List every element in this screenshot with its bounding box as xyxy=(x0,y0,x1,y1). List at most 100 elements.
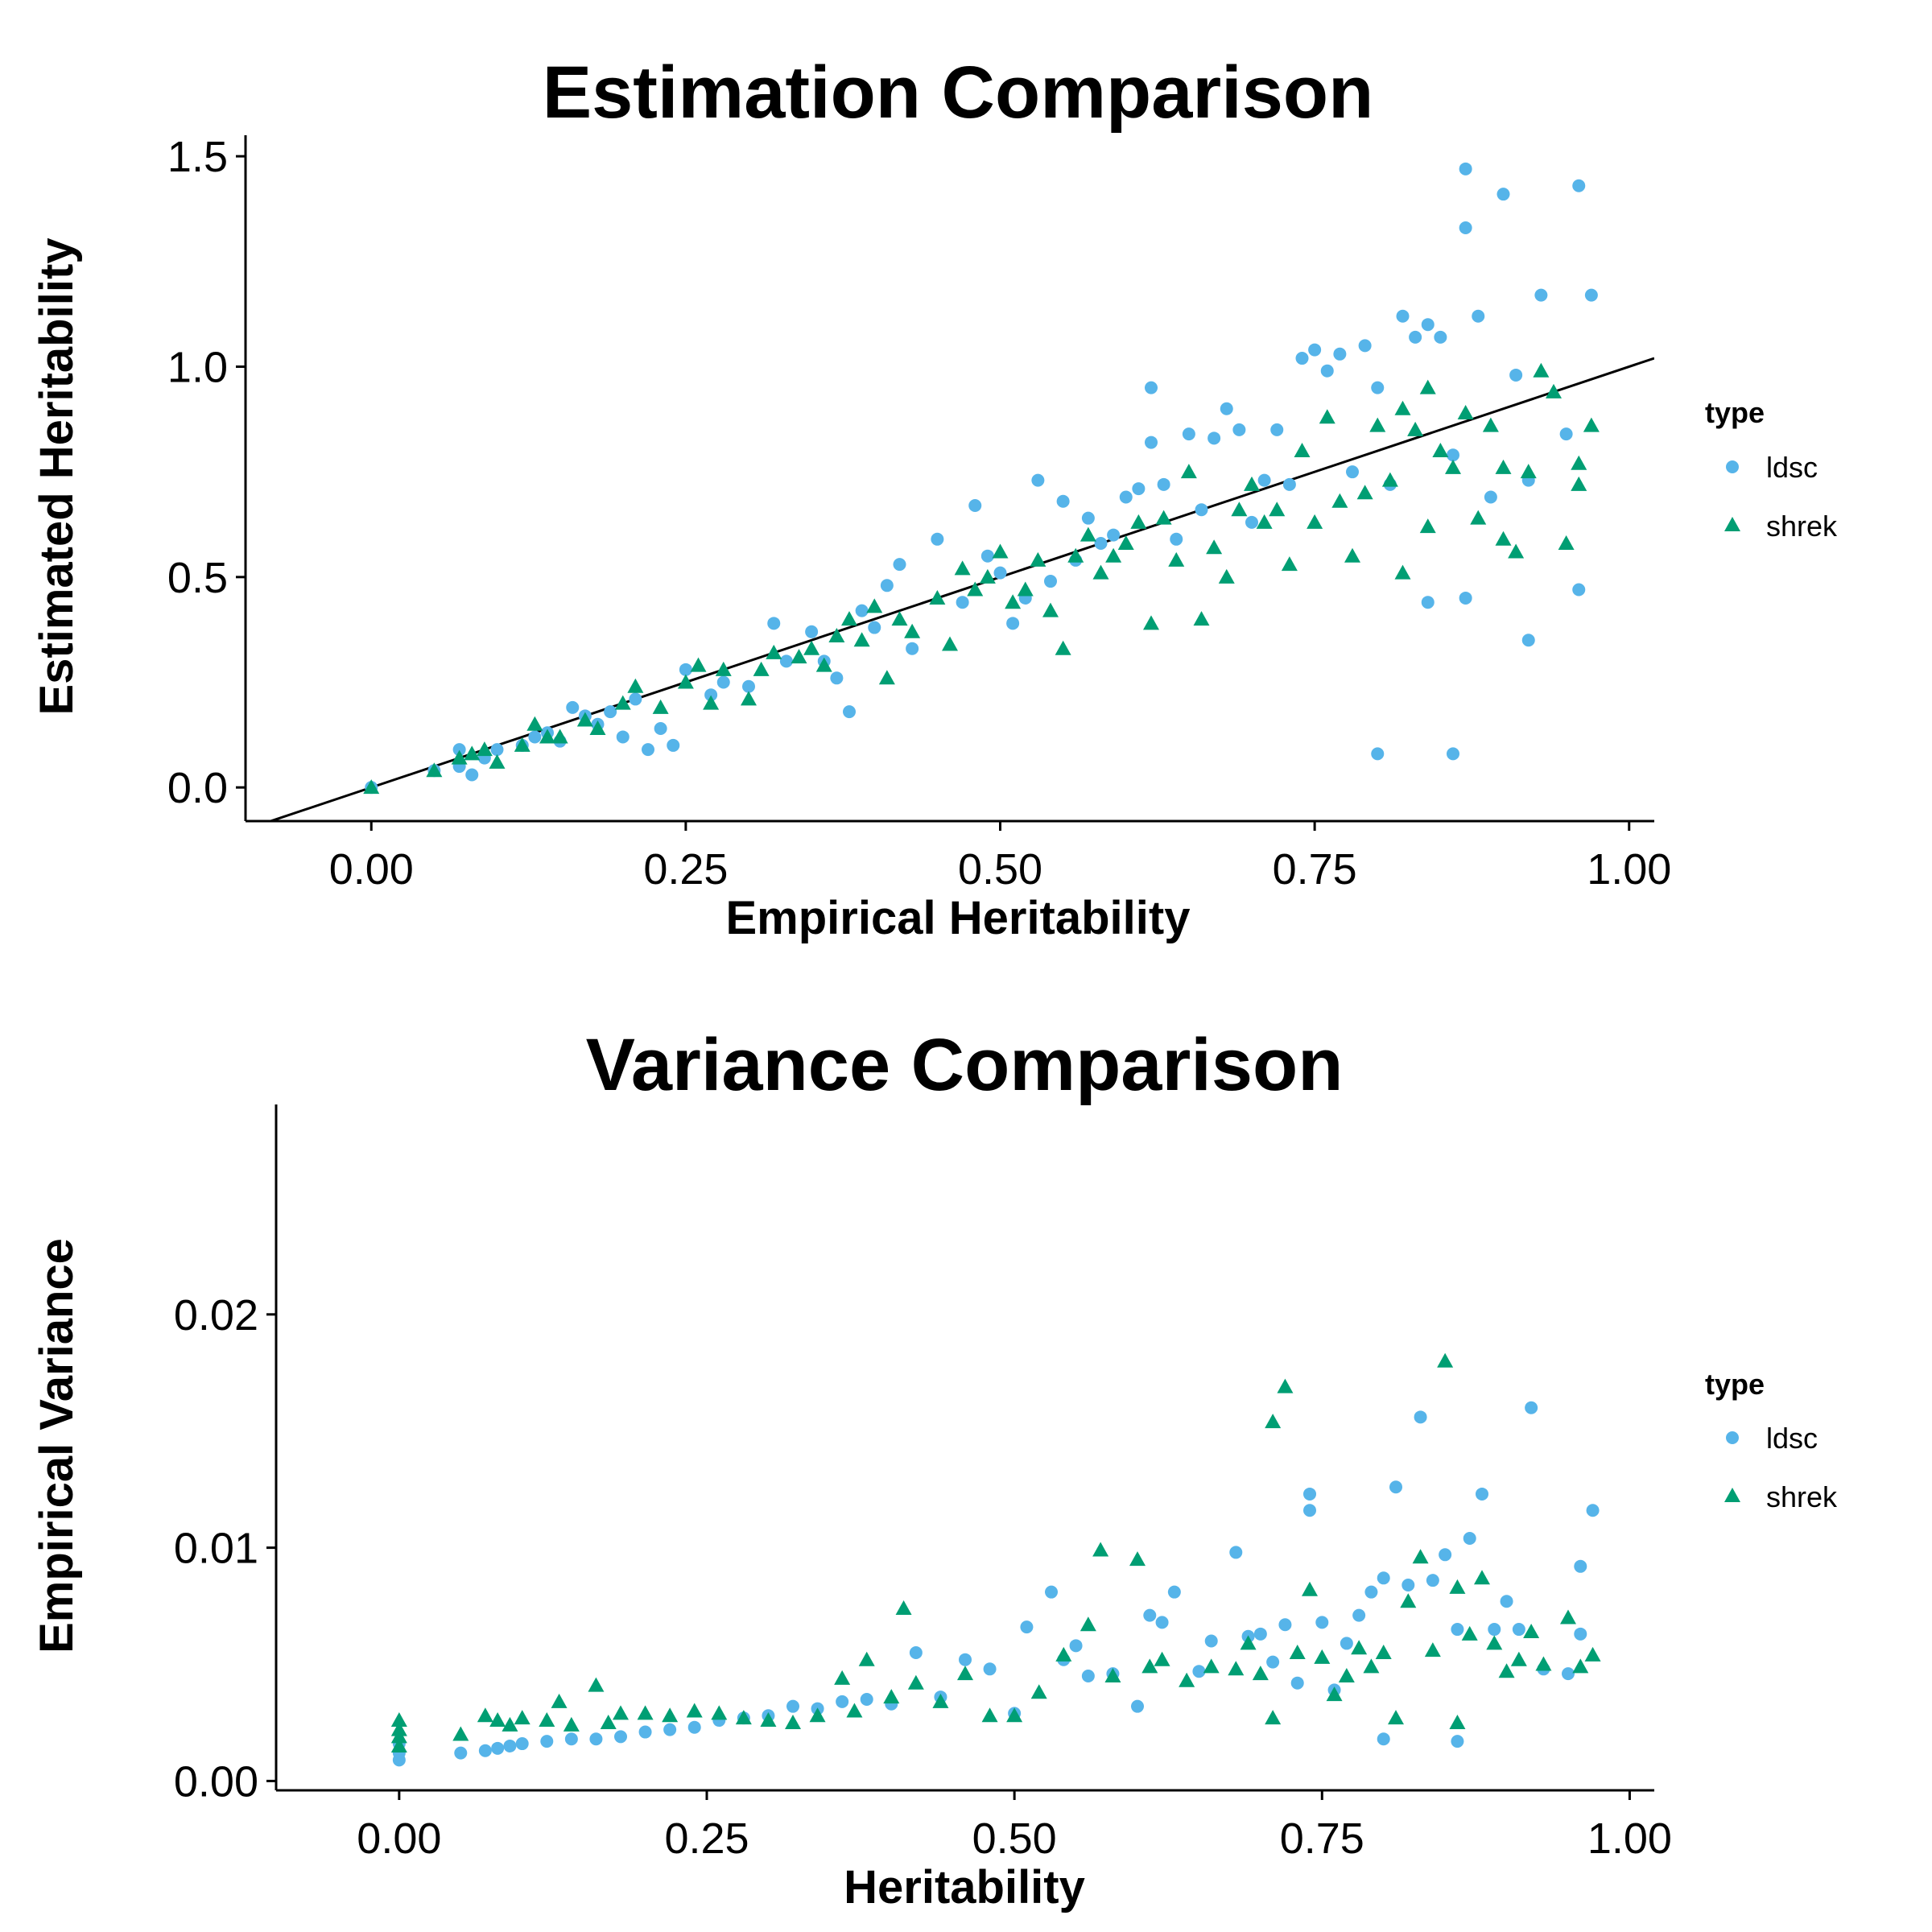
data-point-shrek xyxy=(662,1707,679,1723)
data-point-ldsc xyxy=(1020,1620,1034,1634)
data-point-shrek xyxy=(891,611,908,626)
data-point-shrek xyxy=(1363,1658,1380,1674)
x-tick-label: 1.00 xyxy=(1587,845,1671,894)
data-point-shrek xyxy=(1486,1635,1503,1650)
data-point-shrek xyxy=(735,1710,752,1725)
data-point-shrek xyxy=(1498,1663,1515,1678)
data-point-shrek xyxy=(1572,1658,1589,1674)
data-point-shrek xyxy=(1375,1645,1392,1660)
data-point-shrek xyxy=(1535,1656,1552,1671)
data-point-ldsc xyxy=(465,768,479,782)
data-point-ldsc xyxy=(1182,427,1195,441)
x-tick-label: 0.00 xyxy=(329,845,414,894)
data-point-ldsc xyxy=(893,558,906,572)
data-point-shrek xyxy=(979,568,996,584)
data-point-ldsc xyxy=(1484,490,1497,504)
data-point-shrek xyxy=(1155,510,1172,525)
data-point-shrek xyxy=(514,737,530,752)
data-point-shrek xyxy=(489,1712,506,1728)
data-point-shrek xyxy=(1331,493,1348,508)
data-point-shrek xyxy=(686,1703,703,1718)
data-point-ldsc xyxy=(1559,427,1573,441)
data-point-ldsc xyxy=(1572,583,1586,597)
data-point-ldsc xyxy=(767,617,781,630)
data-point-shrek xyxy=(1495,530,1512,546)
data-point-shrek xyxy=(1314,1649,1331,1664)
data-point-ldsc xyxy=(515,1737,529,1751)
data-point-shrek xyxy=(1307,514,1323,529)
data-point-ldsc xyxy=(931,532,944,546)
data-point-shrek xyxy=(809,1707,826,1723)
data-point-shrek xyxy=(1092,564,1109,580)
data-point-shrek xyxy=(858,1651,875,1666)
y-tick-label: 1.5 xyxy=(167,133,228,181)
data-point-ldsc xyxy=(1584,288,1598,302)
data-point-shrek xyxy=(1240,1635,1257,1650)
legend-title: type xyxy=(1705,1368,1765,1401)
legend-entry-ldsc: ldsc xyxy=(1726,451,1818,484)
data-point-ldsc xyxy=(1132,482,1146,496)
data-point-shrek xyxy=(1265,1710,1282,1725)
data-point-shrek xyxy=(1319,409,1335,424)
data-point-ldsc xyxy=(805,625,819,638)
data-point-shrek xyxy=(1407,421,1424,436)
data-point-ldsc xyxy=(1119,490,1133,504)
data-point-ldsc xyxy=(1586,1504,1600,1517)
data-point-shrek xyxy=(390,1737,407,1752)
data-point-ldsc xyxy=(1204,1634,1218,1648)
data-point-shrek xyxy=(1508,543,1525,559)
data-point-shrek xyxy=(1419,379,1436,394)
data-point-ldsc xyxy=(614,1730,627,1744)
data-point-shrek xyxy=(1055,1646,1072,1662)
data-point-shrek xyxy=(992,543,1009,559)
data-point-shrek xyxy=(1432,443,1449,458)
data-point-shrek xyxy=(600,1714,617,1729)
data-point-ldsc xyxy=(906,642,919,655)
legend-entry-shrek: shrek xyxy=(1724,510,1838,543)
data-point-ldsc xyxy=(1315,1616,1329,1629)
series-ldsc xyxy=(392,1401,1600,1767)
data-point-ldsc xyxy=(1434,330,1447,344)
data-point-shrek xyxy=(954,560,971,576)
data-point-ldsc xyxy=(1303,1487,1316,1501)
data-point-ldsc xyxy=(1145,381,1158,394)
data-point-ldsc xyxy=(1377,1571,1390,1585)
data-point-shrek xyxy=(1180,464,1197,479)
data-point-shrek xyxy=(363,779,380,795)
data-point-shrek xyxy=(967,581,984,597)
x-tick-label: 0.25 xyxy=(664,1814,749,1863)
x-tick-label: 0.25 xyxy=(643,845,728,894)
data-point-shrek xyxy=(1055,640,1071,655)
data-point-shrek xyxy=(539,1712,555,1728)
data-point-ldsc xyxy=(1346,465,1359,479)
data-point-ldsc xyxy=(959,1653,972,1666)
data-point-shrek xyxy=(957,1666,973,1681)
data-point-ldsc xyxy=(1426,1574,1439,1587)
data-point-shrek xyxy=(1092,1542,1109,1557)
data-point-shrek xyxy=(1533,362,1550,378)
data-point-shrek xyxy=(627,678,644,693)
data-point-ldsc xyxy=(1081,1670,1095,1682)
data-point-shrek xyxy=(1080,1616,1096,1632)
data-point-shrek xyxy=(551,1693,568,1708)
data-point-shrek xyxy=(1277,1378,1294,1393)
data-point-ldsc xyxy=(589,1732,603,1746)
data-point-ldsc xyxy=(1574,1559,1587,1573)
data-point-shrek xyxy=(1520,464,1537,479)
data-point-ldsc xyxy=(1534,288,1548,302)
data-point-shrek xyxy=(1571,476,1587,491)
data-point-shrek xyxy=(1583,417,1600,432)
data-point-shrek xyxy=(883,1689,900,1704)
data-point-ldsc xyxy=(1045,1585,1058,1599)
x-tick-label: 1.00 xyxy=(1587,1814,1672,1863)
data-point-ldsc xyxy=(1459,221,1472,234)
data-point-ldsc xyxy=(1308,343,1322,357)
legend-label-ldsc: ldsc xyxy=(1766,451,1818,484)
data-point-ldsc xyxy=(1253,1627,1267,1641)
data-point-ldsc xyxy=(1290,1676,1304,1690)
data-point-shrek xyxy=(907,1674,924,1690)
data-point-shrek xyxy=(1228,1661,1245,1676)
data-point-shrek xyxy=(1042,602,1059,617)
data-point-ldsc xyxy=(1094,537,1108,551)
